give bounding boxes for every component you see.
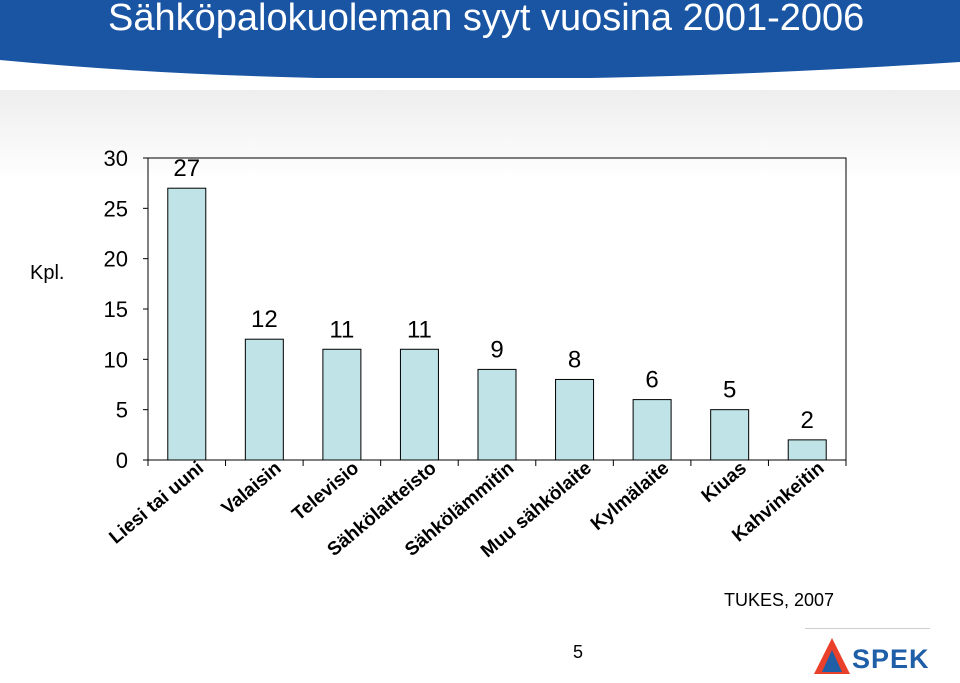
page-number: 5 — [573, 642, 584, 662]
bar — [244, 338, 284, 461]
bar — [555, 378, 595, 461]
bar — [787, 439, 827, 461]
y-tick-label: 0 — [116, 448, 128, 473]
slide-title: Sähköpalokuoleman syyt vuosina 2001-2006 — [108, 0, 865, 39]
title-band — [0, 0, 960, 78]
data-label: 6 — [645, 367, 658, 394]
y-tick-label: 10 — [104, 347, 128, 372]
source-note: TUKES, 2007 — [724, 590, 835, 610]
x-tick-label: Valaisin — [218, 458, 286, 520]
bar — [167, 187, 207, 461]
data-label: 11 — [329, 316, 354, 343]
y-tick-label: 25 — [104, 196, 128, 221]
bar — [477, 368, 517, 461]
data-label: 8 — [568, 346, 581, 373]
x-tick-label: Kylmälaite — [587, 458, 673, 535]
bar — [322, 348, 362, 461]
data-label: 12 — [251, 306, 278, 333]
y-tick-label: 30 — [104, 146, 128, 171]
spek-logo-icon — [814, 638, 850, 674]
data-label: 5 — [723, 377, 736, 404]
data-label: 27 — [173, 155, 200, 182]
bar — [710, 409, 750, 461]
data-label: 9 — [490, 336, 503, 363]
spek-logo-text: SPEK — [852, 644, 930, 674]
background-fade — [0, 90, 960, 180]
data-label: 11 — [407, 316, 432, 343]
x-tick-label: Kiuas — [698, 458, 751, 507]
y-axis-label: Kpl. — [30, 262, 64, 284]
y-tick-label: 20 — [104, 247, 128, 272]
logo-divider — [805, 628, 930, 629]
bar — [632, 399, 672, 461]
bar — [399, 348, 439, 461]
data-label: 2 — [801, 407, 814, 434]
x-tick-label: Televisio — [288, 458, 363, 525]
title-band-curve — [0, 60, 960, 80]
y-tick-label: 15 — [104, 297, 128, 322]
y-tick-label: 5 — [116, 398, 128, 423]
